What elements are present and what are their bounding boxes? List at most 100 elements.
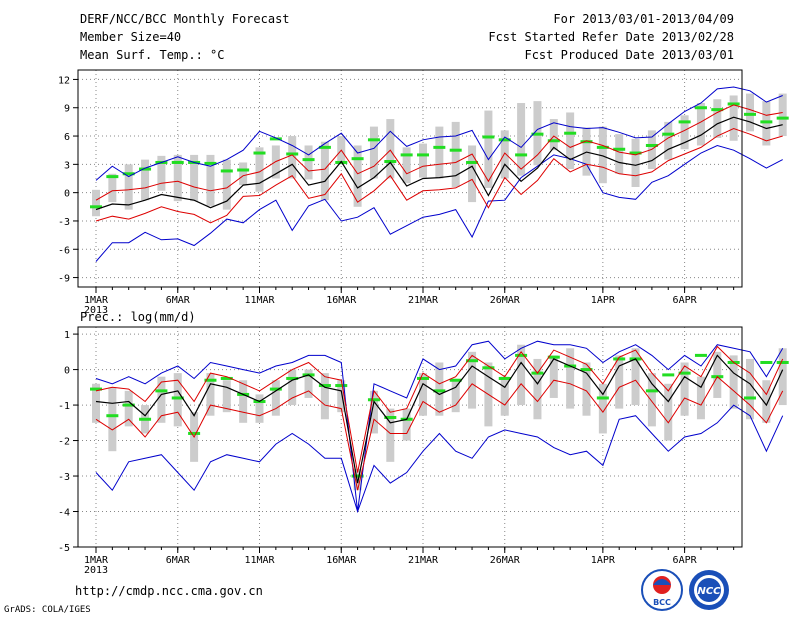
ensemble-box	[239, 380, 248, 423]
ensemble-box	[304, 369, 313, 398]
x-tick-label: 21MAR	[408, 295, 439, 306]
median-marker	[417, 376, 429, 380]
median-marker	[417, 153, 429, 157]
ensemble-box	[419, 143, 427, 178]
median-marker	[482, 366, 495, 370]
median-marker	[678, 120, 691, 124]
median-marker	[204, 161, 217, 165]
ensemble-box	[713, 351, 722, 398]
ensemble-box	[533, 358, 542, 420]
ensemble-box	[108, 387, 117, 452]
ncc-logo-text: NCC	[697, 586, 721, 597]
median-marker	[498, 376, 511, 380]
refer-date: Fcst Started Refer Date 2013/02/28	[488, 30, 734, 44]
plot-frame	[77, 326, 743, 548]
max-line	[95, 86, 783, 181]
x-tick-label: 11MAR	[244, 295, 275, 306]
median-marker	[482, 135, 495, 139]
median-marker	[466, 359, 479, 363]
median-marker	[286, 152, 299, 156]
ensemble-box	[271, 380, 280, 416]
median-marker	[629, 151, 642, 155]
ensemble-box	[435, 126, 444, 179]
precip-panel-title: Prec.: log(mm/d)	[80, 310, 196, 324]
ensemble-box	[92, 189, 100, 217]
x-tick-label: 6MAR	[166, 555, 191, 566]
y-tick-label: 0	[64, 189, 70, 200]
y-tick-label: -4	[58, 508, 70, 519]
y-tick-label: -1	[58, 401, 70, 412]
median-marker	[351, 157, 364, 161]
panel-1: 12 9 6 3 0 -3 -6 -9 1MAR 6MAR 11MAR 16MAR 21MAR 26MAR…	[58, 69, 789, 316]
x-tick-label: 1APR	[591, 555, 616, 566]
ensemble-box	[402, 147, 411, 184]
ensemble-box	[762, 380, 771, 423]
median-marker	[335, 384, 348, 388]
x-tick-label: 1APR	[591, 295, 616, 306]
x-tick-label: 26MAR	[490, 555, 521, 566]
median-marker	[318, 384, 331, 388]
ensemble-box	[320, 141, 329, 201]
ensemble-box	[255, 147, 264, 192]
median-marker	[613, 147, 626, 151]
ensemble-box	[500, 376, 509, 416]
x-year-label: 2013	[84, 305, 108, 316]
median-marker	[351, 474, 364, 478]
median-marker	[694, 353, 707, 357]
median-marker	[171, 396, 184, 400]
median-marker	[90, 205, 102, 209]
produced-date: Fcst Produced Date 2013/03/01	[524, 48, 734, 62]
median-marker	[122, 403, 135, 407]
ensemble-box	[582, 362, 591, 416]
ensemble-box	[696, 376, 705, 420]
x-year-label: 2013	[84, 565, 108, 576]
median-marker	[171, 160, 184, 164]
std-upper-line	[95, 104, 783, 201]
ensemble-box	[435, 362, 444, 416]
ensemble-box	[386, 119, 395, 179]
ensemble-box	[566, 348, 575, 409]
ensemble-box	[729, 95, 738, 141]
source-url[interactable]: http://cmdp.ncc.cma.gov.cn	[75, 584, 263, 598]
ensemble-box	[353, 145, 362, 207]
grads-credit: GrADS: COLA/IGES	[4, 605, 91, 615]
std-upper-line	[95, 345, 784, 473]
ncc-logo: NCC	[686, 568, 732, 612]
y-tick-label: -9	[58, 274, 70, 285]
median-marker	[515, 153, 528, 157]
median-marker	[547, 355, 560, 359]
median-marker	[760, 360, 773, 364]
ensemble-box	[647, 373, 656, 427]
median-marker	[220, 169, 233, 173]
variable-label: Mean Surf. Temp.: °C	[80, 48, 225, 62]
ensemble-box	[206, 154, 215, 206]
ensemble-box	[468, 145, 477, 203]
ensemble-box	[517, 103, 526, 176]
x-tick-label: 6MAR	[166, 295, 191, 306]
median-marker	[302, 158, 315, 162]
median-marker	[122, 172, 135, 176]
median-marker	[776, 116, 789, 120]
ensemble-box	[92, 383, 100, 423]
ensemble-box	[173, 373, 182, 427]
median-marker	[367, 398, 380, 402]
x-tick-label: 11MAR	[244, 555, 275, 566]
bcc-logo: BCC	[640, 568, 684, 612]
median-marker	[188, 431, 201, 435]
x-tick-label: 1MAR	[84, 555, 109, 566]
ensemble-box	[369, 390, 378, 434]
ensemble-box	[468, 351, 477, 409]
mean-line	[95, 116, 783, 211]
ensemble-box	[631, 138, 640, 187]
y-tick-label: -2	[58, 437, 70, 448]
median-marker	[580, 368, 593, 372]
median-marker	[220, 376, 233, 380]
median-marker	[139, 167, 152, 171]
x-tick-label: 6APR	[673, 295, 698, 306]
median-marker	[711, 108, 724, 112]
ensemble-box	[157, 155, 166, 191]
ensemble-box	[304, 145, 313, 180]
median-marker	[744, 112, 756, 116]
ensemble-box	[353, 468, 362, 491]
